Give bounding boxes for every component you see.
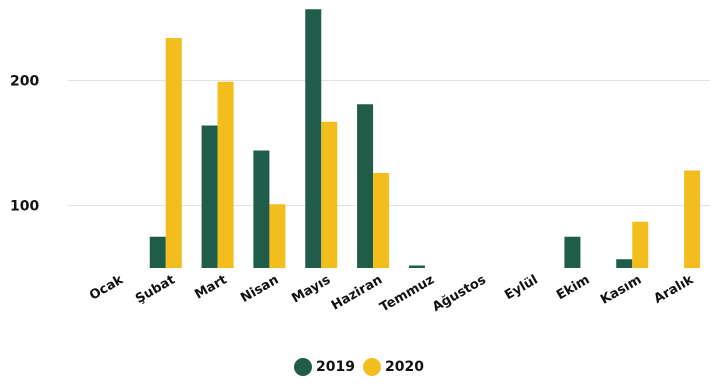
legend: 2019 2020	[0, 358, 718, 376]
legend-item-2020: 2020	[363, 358, 424, 376]
legend-swatch-2019	[294, 358, 313, 376]
x-tick-label: Kasım	[598, 272, 644, 307]
x-tick-label: Temmuz	[378, 272, 437, 315]
x-tick-label: Mart	[192, 272, 229, 302]
legend-label-2020: 2020	[385, 359, 424, 375]
bar-2019-6	[408, 265, 425, 268]
x-tick-label: Ağustos	[430, 272, 489, 315]
x-axis-labels: Ocak Şubat Mart Nisan MayısHaziranTemmuzAğus…	[87, 272, 696, 315]
bar-2019-9	[564, 236, 581, 268]
x-tick-label: Mayıs	[289, 272, 333, 306]
bars	[149, 9, 701, 268]
bar-2020-1	[165, 38, 182, 268]
bar-2019-10	[616, 259, 633, 268]
bar-2019-5	[357, 104, 374, 268]
x-tick-label: Şubat	[133, 272, 178, 306]
legend-label-2019: 2019	[316, 359, 355, 375]
x-tick-label: Nisan	[238, 272, 281, 306]
bar-2019-2	[201, 125, 218, 268]
bar-2019-4	[305, 9, 322, 268]
bar-2020-5	[373, 173, 390, 268]
x-tick-label: Eylül	[502, 272, 540, 303]
y-tick-label: 100	[10, 199, 39, 215]
bar-2020-3	[269, 204, 286, 268]
bar-2020-2	[217, 81, 234, 268]
x-tick-label: Ekim	[554, 272, 592, 303]
bar-2020-4	[321, 121, 338, 268]
legend-swatch-2020	[363, 358, 381, 376]
x-tick-label: Aralık	[652, 272, 697, 307]
x-tick-label: Haziran	[329, 272, 385, 313]
x-tick-label: Ocak	[87, 272, 126, 303]
bar-2020-10	[632, 221, 649, 268]
legend-item-2019: 2019	[294, 358, 355, 376]
y-axis-ticks: 100 200	[10, 74, 39, 215]
bar-2019-1	[149, 236, 166, 268]
bar-2019-3	[253, 150, 270, 268]
y-tick-label: 200	[10, 74, 39, 90]
bar-2020-11	[684, 170, 701, 268]
